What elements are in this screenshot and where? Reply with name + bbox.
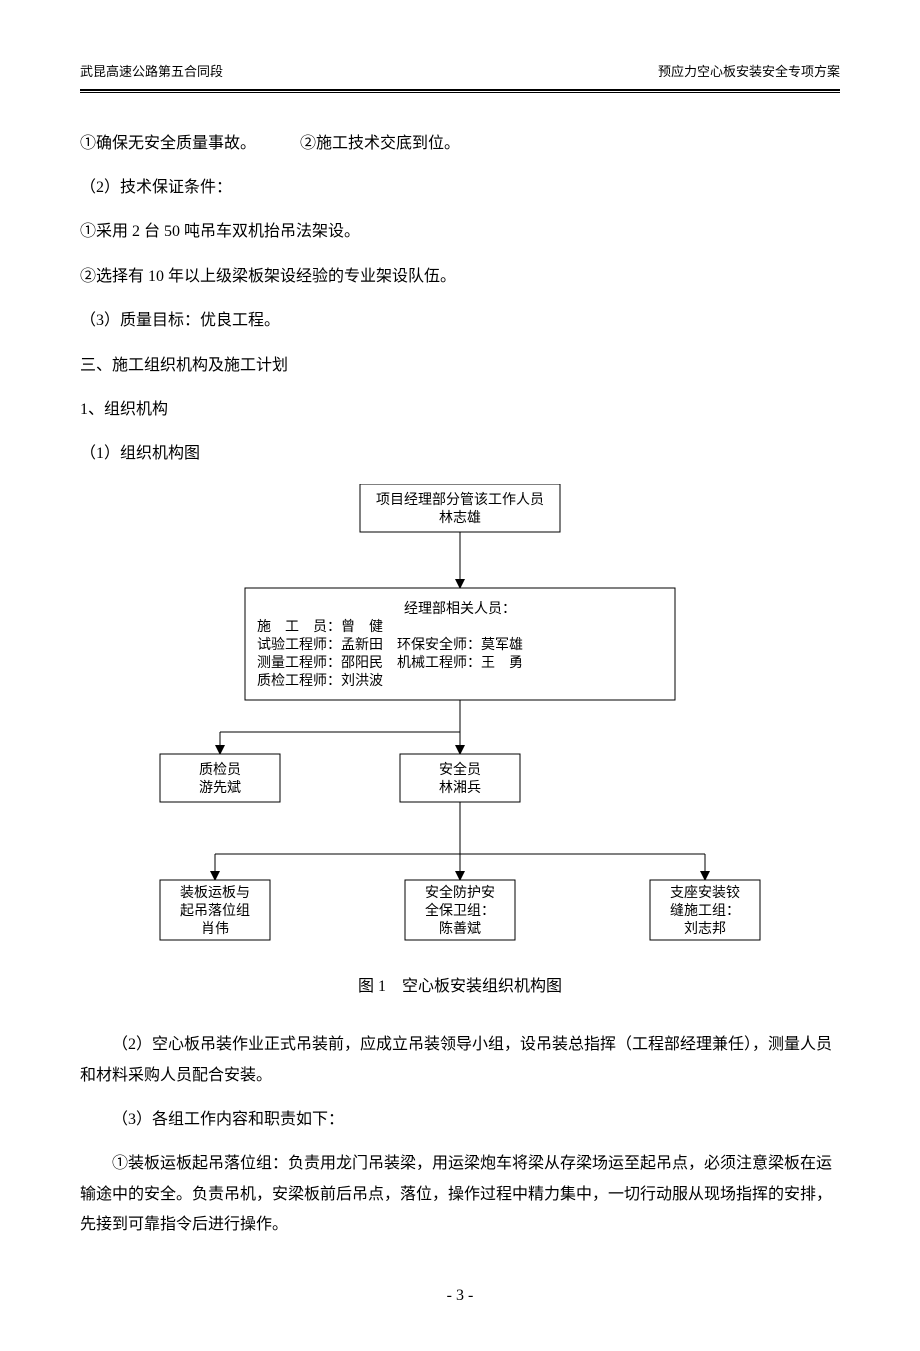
svg-text:缝施工组：: 缝施工组： [670,903,740,919]
body-paragraph: ①装板运板起吊落位组：负责用龙门吊装梁，用运梁炮车将梁从存梁场运至起吊点，必须注… [80,1149,840,1240]
body-line: 三、施工组织机构及施工计划 [80,351,840,381]
svg-text:施 工 员：曾 健: 施 工 员：曾 健 [257,619,383,635]
svg-text:林志雄: 林志雄 [439,510,481,526]
figure-caption: 图 1 空心板安装组织机构图 [80,972,840,1002]
svg-text:肖伟: 肖伟 [201,921,229,937]
body-line: ①采用 2 台 50 吨吊车双机抬吊法架设。 [80,217,840,247]
page-number: - 3 - [80,1281,840,1311]
body-line: （2）技术保证条件： [80,173,840,203]
header-right: 预应力空心板安装安全专项方案 [658,60,840,85]
svg-text:陈善斌: 陈善斌 [439,920,481,937]
svg-text:安全员: 安全员 [439,761,481,778]
svg-text:装板运板与: 装板运板与 [180,885,250,901]
svg-text:安全防护安: 安全防护安 [425,884,495,901]
svg-text:起吊落位组: 起吊落位组 [180,903,250,919]
svg-text:全保卫组：: 全保卫组： [425,902,495,919]
body-line: ②选择有 10 年以上级梁板架设经验的专业架设队伍。 [80,262,840,292]
svg-text:项目经理部分管该工作人员: 项目经理部分管该工作人员 [376,492,544,508]
body-paragraph: （3）各组工作内容和职责如下： [80,1105,840,1135]
body-paragraph: （2）空心板吊装作业正式吊装前，应成立吊装领导小组，设吊装总指挥（工程部经理兼任… [80,1030,840,1091]
header-rule [80,89,840,93]
svg-text:试验工程师：孟新田 环保安全师：莫军雄: 试验工程师：孟新田 环保安全师：莫军雄 [257,636,523,653]
svg-text:刘志邦: 刘志邦 [684,921,726,937]
svg-text:经理部相关人员：: 经理部相关人员： [404,601,516,617]
body-line: （3）质量目标：优良工程。 [80,306,840,336]
svg-text:林湘兵: 林湘兵 [439,780,481,796]
svg-text:质检工程师：刘洪波: 质检工程师：刘洪波 [257,673,383,689]
header-left: 武昆高速公路第五合同段 [80,60,223,85]
svg-text:质检员: 质检员 [199,762,241,778]
svg-text:测量工程师：邵阳民 机械工程师：王 勇: 测量工程师：邵阳民 机械工程师：王 勇 [257,655,523,671]
body-line: ①确保无安全质量事故。 ②施工技术交底到位。 [80,129,840,159]
page-header: 武昆高速公路第五合同段 预应力空心板安装安全专项方案 [80,60,840,89]
svg-text:支座安装铰: 支座安装铰 [670,885,740,901]
body-line: 1、组织机构 [80,395,840,425]
svg-text:游先斌: 游先斌 [199,780,241,796]
org-chart: 项目经理部分管该工作人员林志雄经理部相关人员： 施 工 员：曾 健试验工程师：孟新… [130,484,790,954]
body-line: （1）组织机构图 [80,439,840,469]
